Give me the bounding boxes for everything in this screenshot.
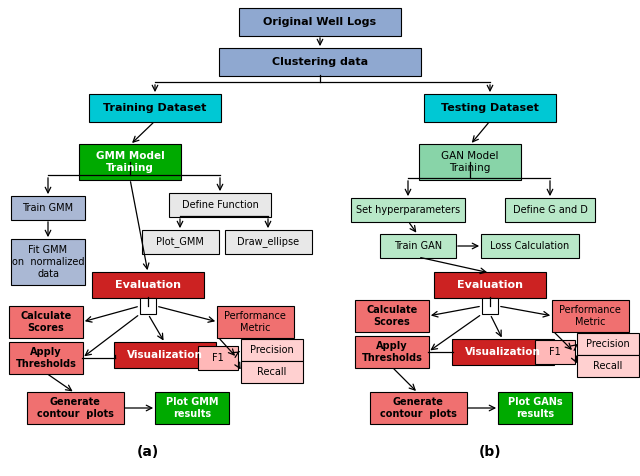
Text: Original Well Logs: Original Well Logs: [264, 17, 376, 27]
FancyBboxPatch shape: [481, 234, 579, 258]
Text: Calculate
Scores: Calculate Scores: [20, 311, 72, 333]
Text: Generate
contour  plots: Generate contour plots: [380, 397, 456, 419]
FancyBboxPatch shape: [89, 94, 221, 122]
Text: Train GMM: Train GMM: [22, 203, 74, 213]
FancyBboxPatch shape: [498, 392, 572, 424]
Text: Apply
Thresholds: Apply Thresholds: [362, 341, 422, 363]
Text: Define Function: Define Function: [182, 200, 259, 210]
FancyBboxPatch shape: [11, 196, 85, 220]
Text: Testing Dataset: Testing Dataset: [441, 103, 539, 113]
Text: Set hyperparameters: Set hyperparameters: [356, 205, 460, 215]
FancyBboxPatch shape: [241, 361, 303, 383]
FancyBboxPatch shape: [355, 336, 429, 368]
FancyBboxPatch shape: [380, 234, 456, 258]
FancyBboxPatch shape: [219, 48, 421, 76]
Text: Visualization: Visualization: [465, 347, 541, 357]
FancyBboxPatch shape: [155, 392, 229, 424]
Text: Train GAN: Train GAN: [394, 241, 442, 251]
Text: Apply
Thresholds: Apply Thresholds: [15, 347, 76, 369]
FancyBboxPatch shape: [369, 392, 467, 424]
FancyBboxPatch shape: [169, 193, 271, 217]
FancyBboxPatch shape: [239, 8, 401, 36]
Text: Training Dataset: Training Dataset: [103, 103, 207, 113]
Text: Fit GMM
on  normalized
data: Fit GMM on normalized data: [12, 246, 84, 278]
Text: Generate
contour  plots: Generate contour plots: [36, 397, 113, 419]
FancyBboxPatch shape: [535, 340, 575, 364]
Text: Plot_GMM: Plot_GMM: [156, 237, 204, 248]
Text: F1: F1: [549, 347, 561, 357]
Text: (a): (a): [137, 445, 159, 459]
Text: Define G and D: Define G and D: [513, 205, 588, 215]
FancyBboxPatch shape: [351, 198, 465, 222]
FancyBboxPatch shape: [577, 333, 639, 355]
Text: Precision: Precision: [250, 345, 294, 355]
Text: (b): (b): [479, 445, 501, 459]
FancyBboxPatch shape: [241, 339, 303, 361]
FancyBboxPatch shape: [577, 355, 639, 377]
Text: Evaluation: Evaluation: [115, 280, 181, 290]
FancyBboxPatch shape: [419, 144, 521, 180]
FancyBboxPatch shape: [216, 306, 294, 338]
Text: Calculate
Scores: Calculate Scores: [366, 305, 418, 327]
Text: Recall: Recall: [593, 361, 623, 371]
Text: F1: F1: [212, 353, 224, 363]
Text: GMM Model
Training: GMM Model Training: [95, 151, 164, 173]
FancyBboxPatch shape: [11, 239, 85, 285]
Text: Visualization: Visualization: [127, 350, 203, 360]
Text: Loss Calculation: Loss Calculation: [490, 241, 570, 251]
Text: Performance
Metric: Performance Metric: [224, 311, 286, 333]
FancyBboxPatch shape: [552, 300, 628, 332]
FancyBboxPatch shape: [452, 339, 554, 365]
FancyBboxPatch shape: [26, 392, 124, 424]
FancyBboxPatch shape: [9, 306, 83, 338]
Text: GAN Model
Training: GAN Model Training: [441, 151, 499, 173]
Text: Precision: Precision: [586, 339, 630, 349]
Text: Plot GANs
results: Plot GANs results: [508, 397, 563, 419]
Text: Performance
Metric: Performance Metric: [559, 305, 621, 327]
FancyBboxPatch shape: [92, 272, 204, 298]
FancyBboxPatch shape: [482, 298, 498, 314]
FancyBboxPatch shape: [140, 298, 156, 314]
FancyBboxPatch shape: [434, 272, 546, 298]
FancyBboxPatch shape: [424, 94, 556, 122]
FancyBboxPatch shape: [505, 198, 595, 222]
Text: Recall: Recall: [257, 367, 287, 377]
FancyBboxPatch shape: [225, 230, 312, 254]
FancyBboxPatch shape: [355, 300, 429, 332]
Text: Evaluation: Evaluation: [457, 280, 523, 290]
FancyBboxPatch shape: [141, 230, 218, 254]
Text: Draw_ellipse: Draw_ellipse: [237, 237, 299, 248]
Text: Clustering data: Clustering data: [272, 57, 368, 67]
Text: Plot GMM
results: Plot GMM results: [166, 397, 218, 419]
FancyBboxPatch shape: [9, 342, 83, 374]
FancyBboxPatch shape: [79, 144, 181, 180]
FancyBboxPatch shape: [114, 342, 216, 368]
FancyBboxPatch shape: [198, 346, 238, 370]
